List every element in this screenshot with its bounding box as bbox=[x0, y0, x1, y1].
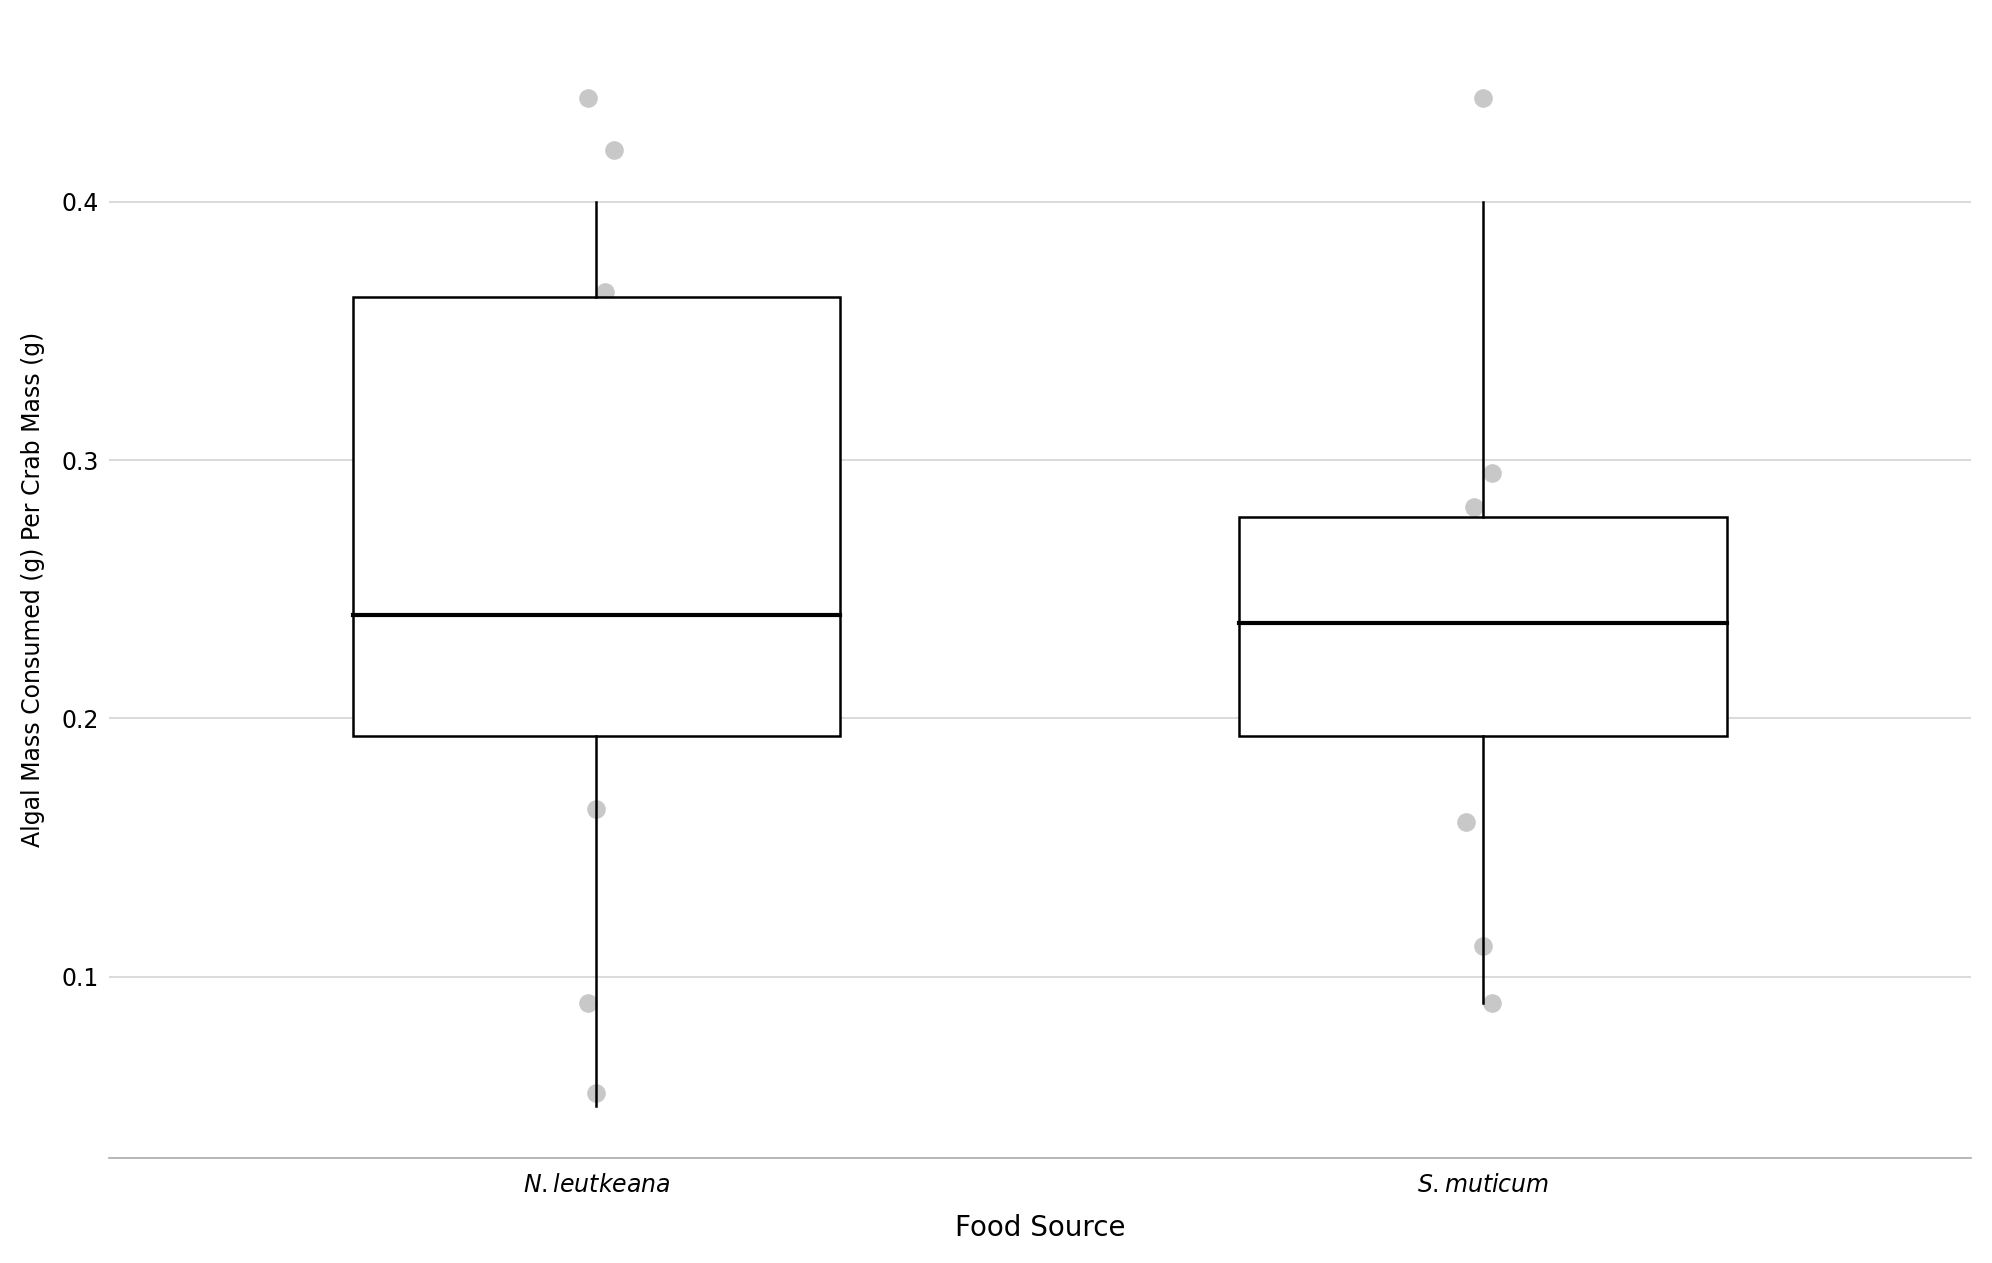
Point bbox=[572, 88, 604, 109]
Point bbox=[1476, 613, 1508, 633]
Point bbox=[1468, 88, 1500, 109]
Point bbox=[580, 798, 612, 818]
Point bbox=[1468, 936, 1500, 956]
Point bbox=[1486, 528, 1518, 548]
FancyBboxPatch shape bbox=[353, 297, 841, 736]
Point bbox=[598, 140, 629, 160]
FancyBboxPatch shape bbox=[1239, 517, 1727, 736]
Point bbox=[590, 282, 622, 302]
Point bbox=[1468, 696, 1500, 716]
Point bbox=[590, 578, 622, 599]
Point bbox=[1450, 812, 1482, 832]
Point bbox=[580, 437, 612, 457]
Y-axis label: Algal Mass Consumed (g) Per Crab Mass (g): Algal Mass Consumed (g) Per Crab Mass (g… bbox=[20, 332, 46, 846]
Point bbox=[1476, 993, 1508, 1013]
Point bbox=[572, 993, 604, 1013]
Point bbox=[1458, 496, 1490, 517]
Point bbox=[1476, 462, 1508, 482]
Point bbox=[598, 630, 629, 650]
Point bbox=[590, 709, 622, 729]
Point bbox=[1458, 618, 1490, 638]
Point bbox=[572, 605, 604, 625]
Point bbox=[580, 1082, 612, 1103]
X-axis label: Food Source: Food Source bbox=[954, 1214, 1125, 1243]
